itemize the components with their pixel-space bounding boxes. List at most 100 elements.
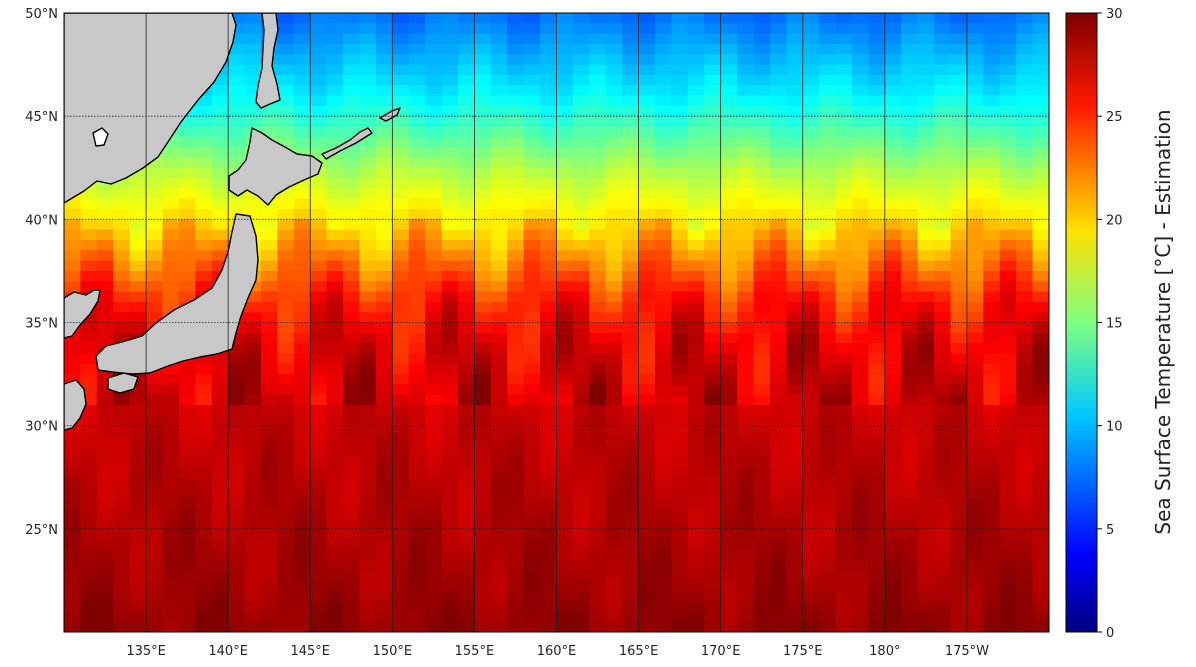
sst-cell — [293, 312, 311, 324]
sst-cell — [375, 353, 393, 365]
sst-cell — [622, 456, 640, 468]
sst-cell — [277, 539, 295, 551]
sst-cell — [917, 322, 935, 334]
sst-cell — [1032, 466, 1049, 478]
sst-cell — [769, 178, 787, 189]
sst-cell — [425, 281, 443, 293]
sst-cell — [178, 260, 196, 272]
sst-cell — [802, 539, 820, 551]
sst-cell — [343, 353, 361, 365]
sst-cell — [1032, 549, 1049, 561]
sst-cell — [589, 374, 607, 385]
sst-cell — [572, 281, 590, 293]
sst-cell — [983, 570, 1001, 582]
sst-cell — [655, 415, 673, 427]
sst-cell — [737, 178, 755, 189]
sst-cell — [671, 74, 689, 86]
sst-cell — [556, 384, 574, 396]
sst-cell — [572, 611, 590, 623]
sst-cell — [917, 477, 935, 489]
sst-cell — [211, 167, 229, 179]
sst-cell — [852, 239, 870, 251]
sst-cell — [704, 528, 722, 540]
sst-cell — [819, 497, 837, 509]
sst-cell — [934, 497, 952, 509]
sst-cell — [966, 188, 984, 200]
sst-cell — [802, 105, 820, 117]
sst-cell — [392, 621, 410, 632]
sst-cell — [884, 477, 902, 489]
sst-cell — [310, 435, 328, 447]
sst-cell — [802, 435, 820, 447]
sst-cell — [228, 611, 246, 623]
sst-cell — [852, 85, 870, 97]
sst-cell — [983, 136, 1001, 148]
sst-cell — [835, 147, 853, 159]
sst-cell — [375, 601, 393, 612]
sst-cell — [802, 250, 820, 262]
sst-cell — [195, 384, 213, 396]
sst-cell — [687, 54, 705, 66]
sst-cell — [80, 580, 98, 592]
sst-cell — [326, 95, 344, 107]
sst-cell — [146, 559, 164, 571]
sst-cell — [737, 374, 755, 385]
sst-cell — [671, 332, 689, 344]
sst-cell — [392, 487, 410, 499]
sst-cell — [753, 497, 771, 509]
sst-cell — [244, 580, 262, 592]
sst-cell — [129, 611, 147, 623]
sst-cell — [146, 466, 164, 478]
sst-cell — [966, 198, 984, 210]
sst-cell — [326, 487, 344, 499]
sst-cell — [753, 384, 771, 396]
sst-cell — [852, 260, 870, 272]
sst-cell — [769, 312, 787, 324]
sst-cell — [343, 291, 361, 303]
sst-cell — [523, 528, 541, 540]
sst-cell — [671, 425, 689, 437]
sst-cell — [359, 260, 377, 272]
sst-cell — [556, 64, 574, 76]
sst-cell — [769, 23, 787, 35]
sst-cell — [293, 477, 311, 489]
sst-cell — [228, 54, 246, 66]
sst-cell — [178, 178, 196, 189]
sst-cell — [753, 74, 771, 86]
sst-cell — [901, 312, 919, 324]
sst-cell — [64, 374, 82, 385]
sst-cell — [671, 384, 689, 396]
sst-cell — [852, 157, 870, 169]
sst-cell — [868, 219, 886, 231]
sst-cell — [950, 611, 968, 623]
sst-cell — [769, 518, 787, 530]
sst-cell — [293, 353, 311, 365]
sst-cell — [753, 549, 771, 561]
sst-cell — [310, 446, 328, 458]
sst-cell — [786, 446, 804, 458]
sst-cell — [720, 136, 738, 148]
sst-cell — [162, 394, 180, 406]
sst-cell — [261, 312, 279, 324]
sst-cell — [326, 518, 344, 530]
sst-cell — [326, 549, 344, 561]
sst-cell — [490, 466, 508, 478]
sst-cell — [622, 487, 640, 499]
sst-cell — [622, 425, 640, 437]
sst-cell — [228, 487, 246, 499]
sst-cell — [589, 157, 607, 169]
sst-cell — [917, 281, 935, 293]
sst-cell — [950, 136, 968, 148]
sst-cell — [1032, 178, 1049, 189]
sst-cell — [605, 497, 623, 509]
colorbar-tick-label: 5 — [1106, 523, 1114, 538]
sst-cell — [392, 188, 410, 200]
sst-cell — [277, 621, 295, 632]
sst-cell — [901, 621, 919, 632]
sst-cell — [852, 621, 870, 632]
sst-cell — [966, 239, 984, 251]
sst-cell — [310, 229, 328, 241]
sst-cell — [244, 301, 262, 313]
sst-cell — [211, 580, 229, 592]
sst-cell — [425, 435, 443, 447]
